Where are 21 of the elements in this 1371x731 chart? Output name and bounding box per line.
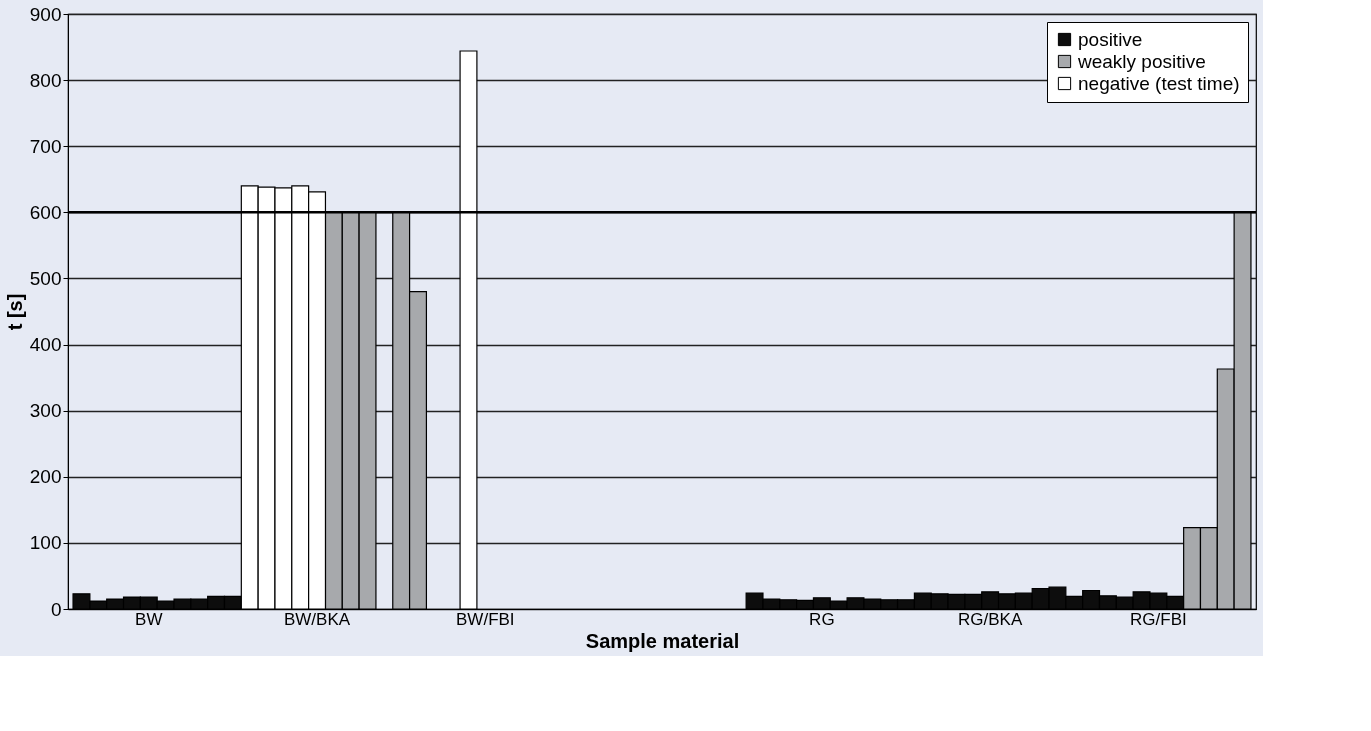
x-tick-label: RG/FBI xyxy=(1130,609,1187,629)
legend-label: weakly positive xyxy=(1077,50,1206,72)
y-tick-label: 600 xyxy=(29,201,62,223)
y-tick-label: 700 xyxy=(29,135,62,157)
x-tick-label: BW xyxy=(135,609,163,629)
y-tick-label: 300 xyxy=(29,400,62,422)
x-tick-label: BW/BKA xyxy=(283,609,351,629)
y-tick-label: 500 xyxy=(29,267,62,289)
y-tick-label: 100 xyxy=(29,532,62,554)
x-tick-label: BW/FBI xyxy=(456,609,515,629)
y-tick-label: 900 xyxy=(29,3,62,25)
y-axis-title: t [s] xyxy=(3,293,26,331)
x-tick-label: RG xyxy=(809,609,835,629)
y-tick-label: 200 xyxy=(29,466,62,488)
y-tick-label: 400 xyxy=(29,334,62,356)
y-tick-label: 0 xyxy=(50,598,62,620)
x-axis-title: Sample material xyxy=(585,629,740,652)
legend-label: negative (test time) xyxy=(1078,72,1240,94)
x-tick-label: RG/BKA xyxy=(958,609,1023,629)
y-tick-label: 800 xyxy=(29,69,62,91)
legend-label: positive xyxy=(1078,28,1143,50)
